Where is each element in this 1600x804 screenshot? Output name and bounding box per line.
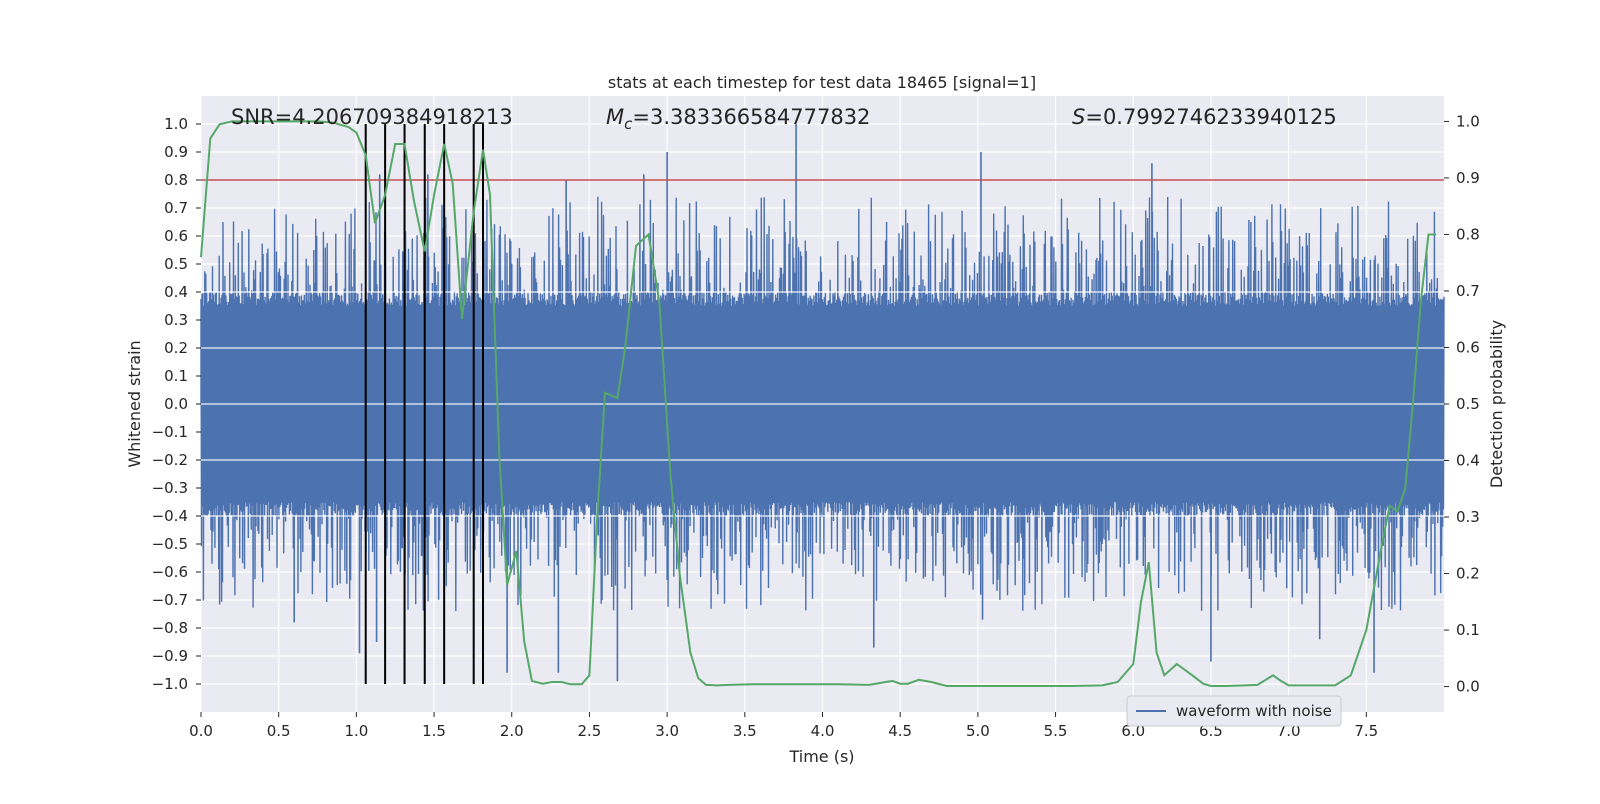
x-tick-label: 1.5 [422, 722, 446, 740]
detection-probability-line [200, 120, 1437, 687]
y-tick-label: 1.0 [164, 115, 188, 133]
y-tick-label: 0.3 [164, 311, 188, 329]
y2-tick-label: 0.0 [1456, 678, 1480, 696]
y-axis-label: Whitened strain [125, 340, 144, 467]
y-tick-label: 0.7 [164, 199, 188, 217]
x-tick-label: 0.5 [267, 722, 291, 740]
y-tick-label: −0.9 [152, 647, 188, 665]
y-tick-label: 0.1 [164, 367, 188, 385]
y2-tick-label: 0.3 [1456, 508, 1480, 526]
y2-tick-label: 0.2 [1456, 565, 1480, 583]
y-tick-label: −0.7 [152, 591, 188, 609]
grid-overlay [201, 291, 1444, 517]
y2-tick-label: 0.9 [1456, 169, 1480, 187]
x-tick-label: 1.0 [344, 722, 368, 740]
x-tick-label: 2.0 [500, 722, 524, 740]
chirp-mass-value: =3.383366584777832 [632, 105, 870, 129]
y-tick-label: −0.6 [152, 563, 188, 581]
y-tick-label: −0.2 [152, 451, 188, 469]
chirp-mass-annotation: Mc=3.383366584777832 [606, 105, 870, 133]
x-tick-label: 3.5 [733, 722, 757, 740]
y-tick-label: 0.6 [164, 227, 188, 245]
y-tick-label: 0.9 [164, 143, 188, 161]
y2-tick-label: 0.1 [1456, 621, 1480, 639]
y-tick-label: 0.0 [164, 395, 188, 413]
significance-value: =0.7992746233940125 [1085, 105, 1336, 129]
legend-box [1126, 695, 1342, 727]
y-tick-label: −1.0 [152, 675, 188, 693]
y2-tick-label: 0.7 [1456, 282, 1480, 300]
x-tick-label: 5.0 [966, 722, 990, 740]
y2-tick-label: 0.6 [1456, 338, 1480, 356]
chart-title: stats at each timestep for test data 184… [608, 73, 1036, 92]
legend-label-waveform: waveform with noise [1176, 702, 1332, 720]
x-tick-label: 5.5 [1044, 722, 1068, 740]
y2-tick-label: 0.8 [1456, 225, 1480, 243]
chirp-mass-subscript: c [624, 115, 633, 133]
y-tick-label: 0.5 [164, 255, 188, 273]
y-tick-label: −0.4 [152, 507, 188, 525]
x-tick-label: 3.0 [655, 722, 679, 740]
y-tick-label: 0.2 [164, 339, 188, 357]
significance-symbol: S [1072, 105, 1085, 129]
y2-tick-label: 0.4 [1456, 452, 1480, 470]
x-tick-label: 7.5 [1354, 722, 1378, 740]
y-tick-label: 0.4 [164, 283, 188, 301]
x-tick-label: 4.5 [888, 722, 912, 740]
y-tick-label: −0.1 [152, 423, 188, 441]
chirp-mass-symbol: M [606, 105, 624, 129]
x-tick-label: 4.0 [811, 722, 835, 740]
y-tick-label: 0.8 [164, 171, 188, 189]
y-axis-ticks: 1.0 0.9 0.8 0.7 0.6 0.5 0.4 0.3 0.2 0.1 0.0 −0.1 −0.… [152, 115, 201, 693]
x-tick-label: 0.0 [189, 722, 213, 740]
snr-annotation: SNR=4.206709384918213 [231, 105, 513, 129]
y2-tick-label: 0.5 [1456, 395, 1480, 413]
x-axis-ticks: 0.0 0.5 1.0 1.5 2.0 2.5 3.0 3.5 4.0 4.5 5.0 5.5 6.0 6… [189, 712, 1378, 740]
vertical-markers [364, 124, 485, 684]
y-tick-label: −0.5 [152, 535, 188, 553]
y-tick-label: −0.8 [152, 619, 188, 637]
y2-tick-label: 1.0 [1456, 112, 1480, 130]
x-tick-label: 2.5 [578, 722, 602, 740]
significance-annotation: S=0.7992746233940125 [1072, 105, 1337, 129]
y2-axis-ticks: 1.0 0.9 0.8 0.7 0.6 0.5 0.4 0.3 0.2 0.1 0.0 [1444, 112, 1480, 696]
legend: waveform with noise [1126, 695, 1342, 727]
y-tick-label: −0.3 [152, 479, 188, 497]
y2-axis-label: Detection probability [1487, 320, 1506, 488]
x-axis-label: Time (s) [788, 747, 854, 766]
